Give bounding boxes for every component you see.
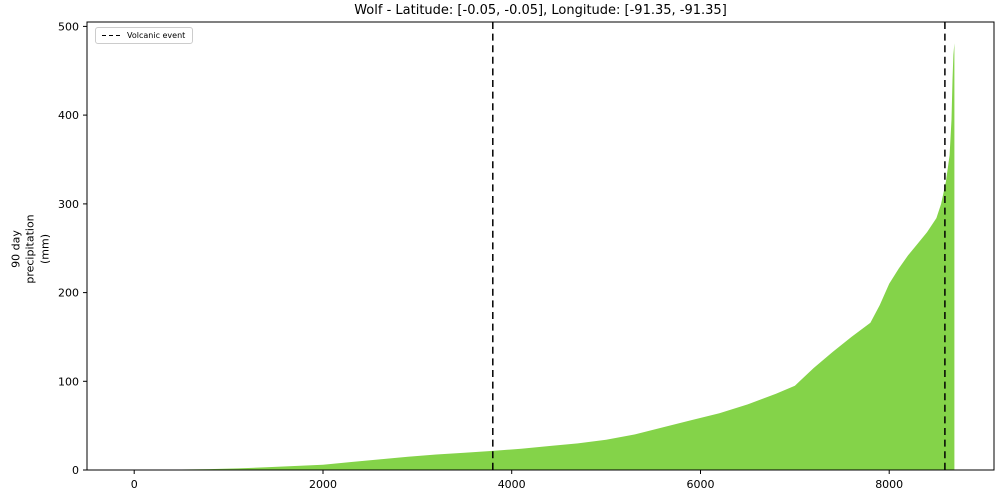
x-tick-label: 8000	[875, 478, 903, 491]
x-tick-label: 6000	[687, 478, 715, 491]
x-tick-label: 4000	[498, 478, 526, 491]
y-tick-label: 300	[58, 198, 79, 211]
precipitation-area	[134, 43, 955, 471]
y-tick-label: 200	[58, 287, 79, 300]
legend-label: Volcanic event	[127, 31, 186, 40]
y-tick-label: 0	[72, 464, 79, 477]
x-tick-label: 0	[131, 478, 138, 491]
y-tick-label: 500	[58, 20, 79, 33]
y-tick-label: 400	[58, 109, 79, 122]
axes-spines	[86, 21, 995, 471]
x-tick-label: 2000	[309, 478, 337, 491]
dashed-line-icon	[102, 34, 122, 37]
chart-title: Wolf - Latitude: [-0.05, -0.05], Longitu…	[354, 3, 727, 18]
y-tick-label: 100	[58, 375, 79, 388]
legend: Volcanic event	[95, 27, 194, 44]
